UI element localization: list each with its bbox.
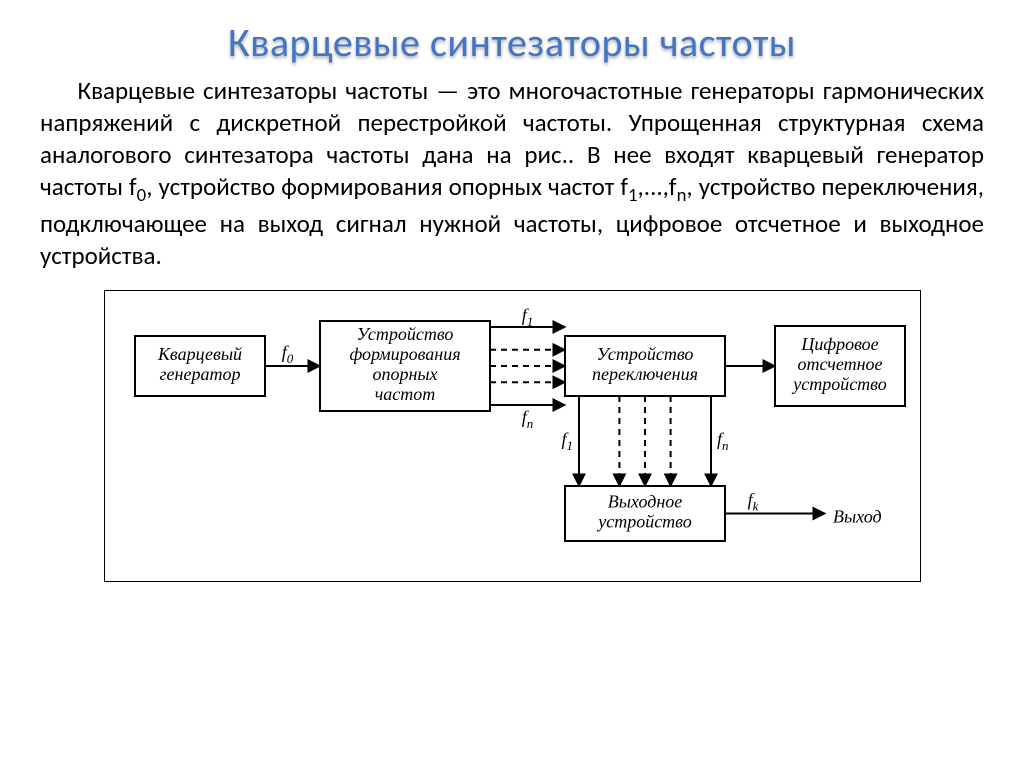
freq-label: f1 <box>521 305 533 329</box>
node-count-label: отсчетное <box>797 354 882 374</box>
freq-label: f1 <box>561 429 573 453</box>
page-title: Кварцевые синтезаторы частоты <box>40 18 984 67</box>
node-switch-label: переключения <box>592 364 698 384</box>
node-form-label: формирования <box>349 344 460 364</box>
node-form-label: Устройство <box>356 324 453 344</box>
freq-label: f0 <box>281 342 293 366</box>
node-form-label: частот <box>374 384 435 404</box>
node-switch-label: Устройство <box>596 344 693 364</box>
node-form-label: опорных <box>372 364 437 384</box>
freq-label: fn <box>521 407 533 431</box>
freq-label: fn <box>717 429 729 453</box>
node-gen-label: генератор <box>159 364 240 384</box>
output-label: Выход <box>833 507 882 527</box>
paragraph: Кварцевые синтезаторы частоты — это мног… <box>40 75 984 272</box>
node-count-label: Цифровое <box>800 334 878 354</box>
node-out-label: Выходное <box>607 492 682 512</box>
node-out-label: устройство <box>596 512 692 532</box>
diagram-container: КварцевыйгенераторУстройствоформирования… <box>40 290 984 582</box>
slide: Кварцевые синтезаторы частоты Кварцевые … <box>0 0 1024 767</box>
node-gen-label: Кварцевый <box>156 344 241 364</box>
node-count-label: устройство <box>791 374 887 394</box>
block-diagram: КварцевыйгенераторУстройствоформирования… <box>104 290 921 582</box>
freq-label: fk <box>747 490 758 514</box>
